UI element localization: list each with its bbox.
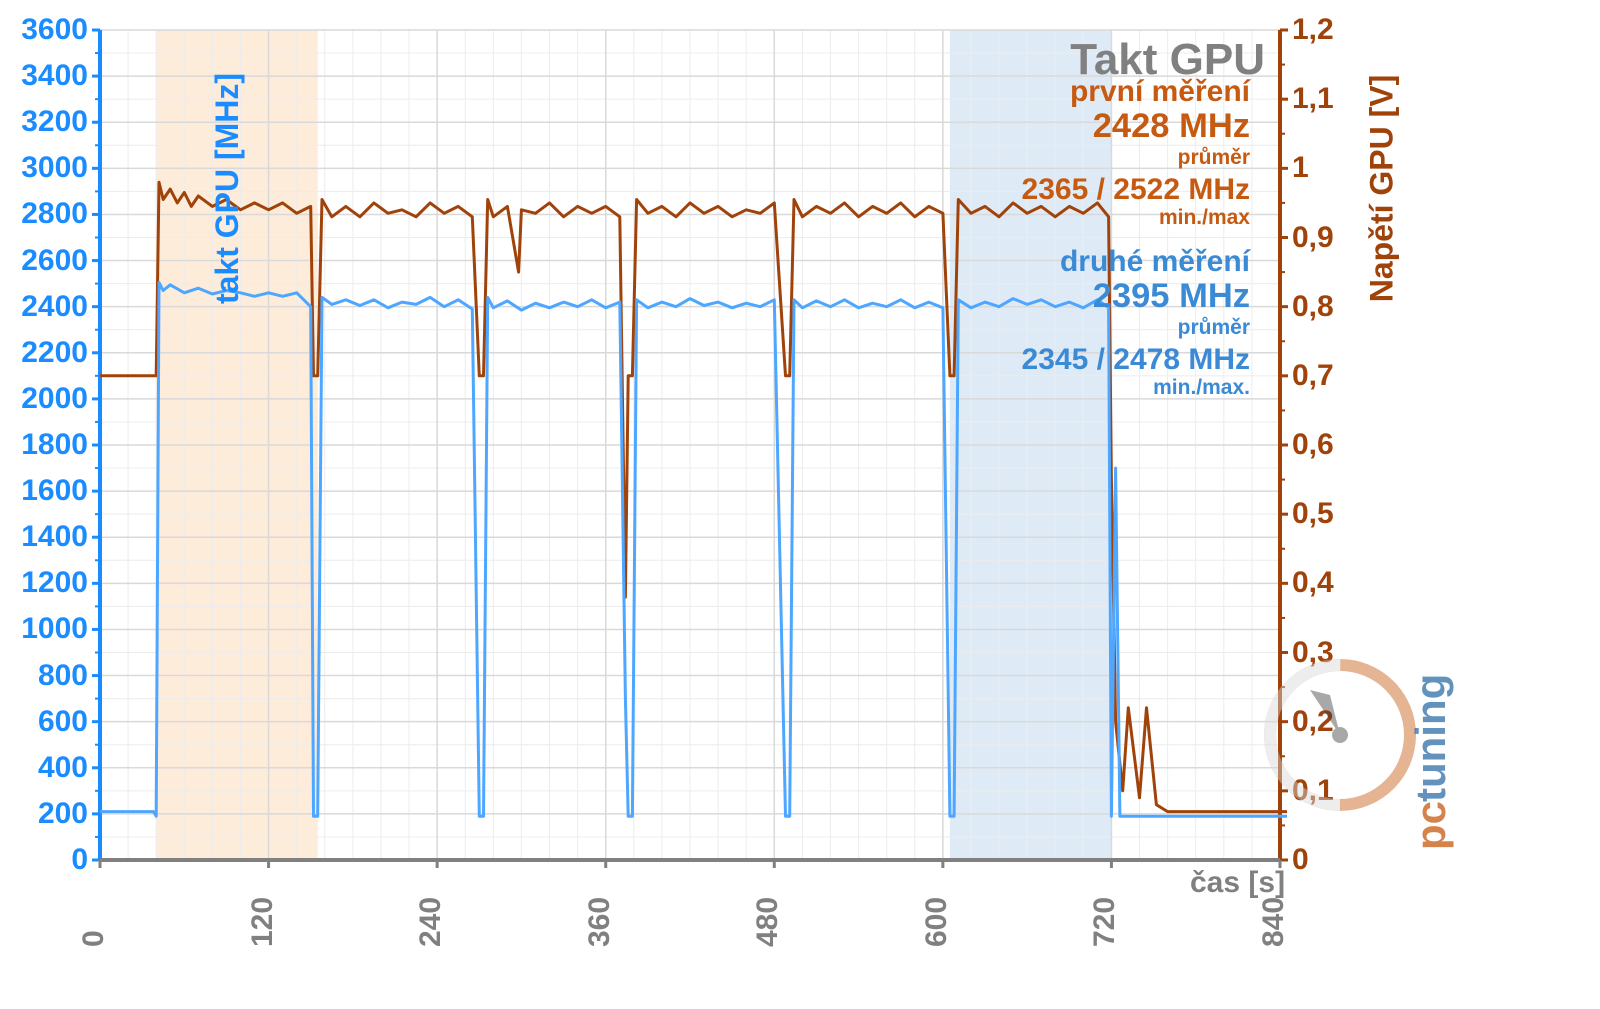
y-left-tick: 3200	[21, 105, 88, 139]
x-tick: 120	[246, 897, 280, 947]
y-right-axis-title: Napětí GPU [V]	[1363, 75, 1400, 303]
y-right-tick: 0,9	[1292, 221, 1334, 255]
x-axis-title: čas [s]	[1190, 866, 1285, 900]
y-left-tick: 2800	[21, 197, 88, 231]
x-tick: 840	[1257, 897, 1291, 947]
anno1-minmax: 2365 / 2522 MHz	[1022, 173, 1250, 206]
y-left-tick: 200	[38, 797, 88, 831]
y-left-tick: 3400	[21, 59, 88, 93]
x-tick: 240	[414, 897, 448, 947]
y-left-tick: 2600	[21, 244, 88, 278]
y-left-tick: 400	[38, 751, 88, 785]
anno2-label: druhé měření	[1022, 245, 1250, 278]
anno2-minmax: 2345 / 2478 MHz	[1022, 343, 1250, 376]
y-right-tick: 1	[1292, 151, 1309, 185]
watermark-logo: pc tuning	[1250, 615, 1500, 870]
x-tick: 0	[77, 930, 111, 947]
y-left-tick: 2000	[21, 382, 88, 416]
y-right-tick: 0,5	[1292, 497, 1334, 531]
y-right-tick: 0,8	[1292, 290, 1334, 324]
chart-container: 0200400600800100012001400160018002000220…	[0, 0, 1600, 1009]
y-left-tick: 1200	[21, 566, 88, 600]
y-left-tick: 0	[71, 843, 88, 877]
y-left-tick: 600	[38, 705, 88, 739]
y-left-tick: 2400	[21, 290, 88, 324]
y-left-tick: 1000	[21, 612, 88, 646]
anno2-sub1: průměr	[1022, 316, 1250, 339]
anno1-sub1: průměr	[1022, 146, 1250, 169]
y-left-tick: 3000	[21, 151, 88, 185]
watermark-tuning: tuning	[1407, 674, 1454, 802]
y-left-axis-title: takt GPU [MHz]	[209, 73, 246, 304]
x-tick: 720	[1088, 897, 1122, 947]
y-right-tick: 1,2	[1292, 13, 1334, 47]
y-right-tick: 0,4	[1292, 566, 1334, 600]
y-left-tick: 800	[38, 659, 88, 693]
y-right-tick: 0,6	[1292, 428, 1334, 462]
y-left-tick: 3600	[21, 13, 88, 47]
anno2-value: 2395 MHz	[1022, 278, 1250, 316]
anno1-sub2: min./max	[1022, 206, 1250, 229]
y-right-tick: 1,1	[1292, 82, 1334, 116]
anno2-sub2: min./max.	[1022, 376, 1250, 399]
annotation-second-measurement: druhé měření 2395 MHz průměr 2345 / 2478…	[1022, 245, 1250, 399]
y-left-tick: 1800	[21, 428, 88, 462]
watermark-svg: pc tuning	[1250, 615, 1500, 865]
y-left-tick: 1400	[21, 520, 88, 554]
anno1-label: první měření	[1022, 75, 1250, 108]
y-right-tick: 0,7	[1292, 359, 1334, 393]
y-left-tick: 2200	[21, 336, 88, 370]
anno1-value: 2428 MHz	[1022, 108, 1250, 146]
x-tick: 600	[920, 897, 954, 947]
annotation-first-measurement: první měření 2428 MHz průměr 2365 / 2522…	[1022, 75, 1250, 229]
x-tick: 360	[583, 897, 617, 947]
watermark-pc: pc	[1407, 801, 1454, 850]
y-left-tick: 1600	[21, 474, 88, 508]
x-tick: 480	[751, 897, 785, 947]
